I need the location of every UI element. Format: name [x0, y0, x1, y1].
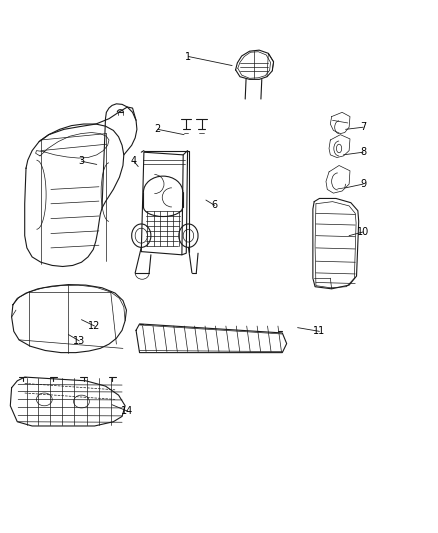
Text: 10: 10 — [357, 227, 369, 237]
Text: 12: 12 — [88, 321, 101, 331]
Text: 7: 7 — [360, 122, 366, 132]
Text: 9: 9 — [360, 179, 366, 189]
Text: 3: 3 — [78, 156, 85, 166]
Text: 2: 2 — [155, 124, 161, 134]
Text: 4: 4 — [131, 156, 137, 166]
Text: 14: 14 — [121, 406, 134, 416]
Text: 6: 6 — [212, 200, 218, 211]
Text: 13: 13 — [73, 336, 85, 346]
Text: 8: 8 — [360, 147, 366, 157]
Text: 1: 1 — [185, 52, 191, 61]
Text: 11: 11 — [313, 326, 325, 336]
